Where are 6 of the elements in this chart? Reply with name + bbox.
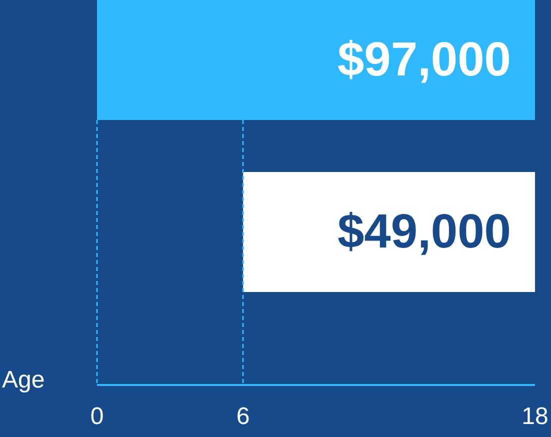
x-tick-label: 18 [522,403,548,430]
annotation: $49,000 [337,206,511,258]
x-axis-title: Age [2,366,45,394]
annotation: $97,000 [337,34,511,86]
x-tick-label: 6 [236,403,250,430]
x-tick-label: 0 [90,403,104,430]
